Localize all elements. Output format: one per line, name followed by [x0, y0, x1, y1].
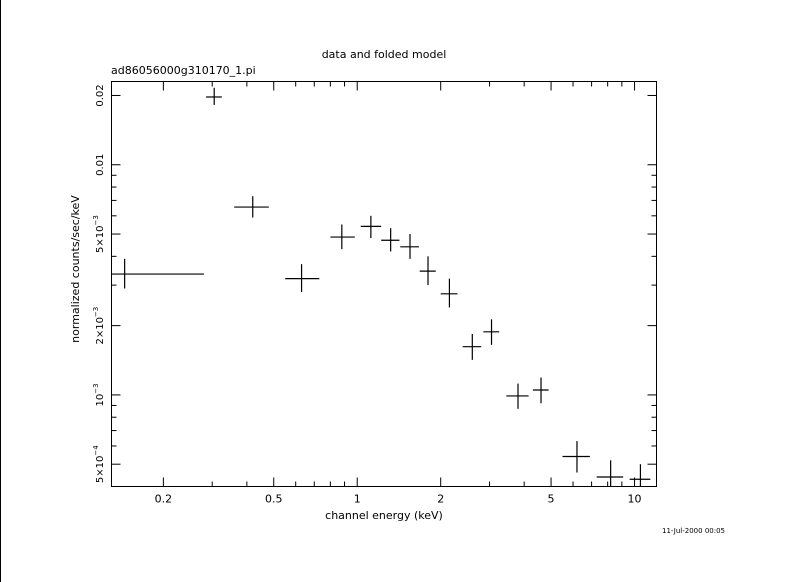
data-point	[206, 87, 222, 105]
chart-title: data and folded model	[322, 48, 447, 61]
x-tick-label: 2	[437, 493, 444, 506]
y-tick-label: 5×10−3	[92, 215, 106, 253]
data-point	[483, 319, 500, 345]
data-point	[629, 464, 651, 487]
y-axis-ticks	[111, 94, 657, 487]
data-point	[419, 256, 436, 286]
chart-subtitle: ad86056000g310170_1.pi	[111, 64, 256, 77]
x-axis-label: channel energy (keV)	[325, 509, 443, 522]
y-axis-label: normalized counts/sec/keV	[69, 195, 82, 343]
x-tick-label: 1	[354, 493, 361, 506]
data-point	[596, 460, 624, 487]
y-tick-label: 0.01	[95, 154, 106, 176]
data-point	[111, 258, 204, 289]
data-point	[360, 215, 382, 239]
data-point	[440, 278, 458, 308]
x-axis-ticks	[162, 81, 636, 487]
data-point	[400, 234, 419, 259]
x-tick-label: 5	[548, 493, 555, 506]
y-tick-label: 10−3	[92, 383, 106, 406]
data-point	[506, 383, 529, 409]
x-tick-label: 0.5	[265, 493, 283, 506]
y-tick-label: 2×10−3	[92, 307, 106, 345]
data-point	[462, 333, 482, 360]
x-axis-tick-labels: 0.2 0.5 1 2 5 10	[155, 493, 642, 506]
data-point	[330, 224, 355, 250]
data-points	[111, 87, 651, 487]
y-tick-label: 5×10−4	[92, 445, 106, 483]
data-point	[285, 264, 320, 292]
data-point	[532, 377, 549, 404]
x-tick-label: 0.2	[155, 493, 173, 506]
y-tick-label: 0.02	[95, 84, 106, 106]
data-point	[562, 441, 590, 473]
y-axis-tick-labels: 5×10−4 10−3 2×10−3 5×10−3 0.01 0.02	[92, 84, 106, 483]
data-point	[234, 196, 269, 218]
timestamp-label: 11-Jul-2000 00:05	[662, 527, 725, 535]
plot-frame	[111, 81, 657, 487]
x-tick-label: 10	[628, 493, 642, 506]
data-point	[381, 228, 400, 252]
